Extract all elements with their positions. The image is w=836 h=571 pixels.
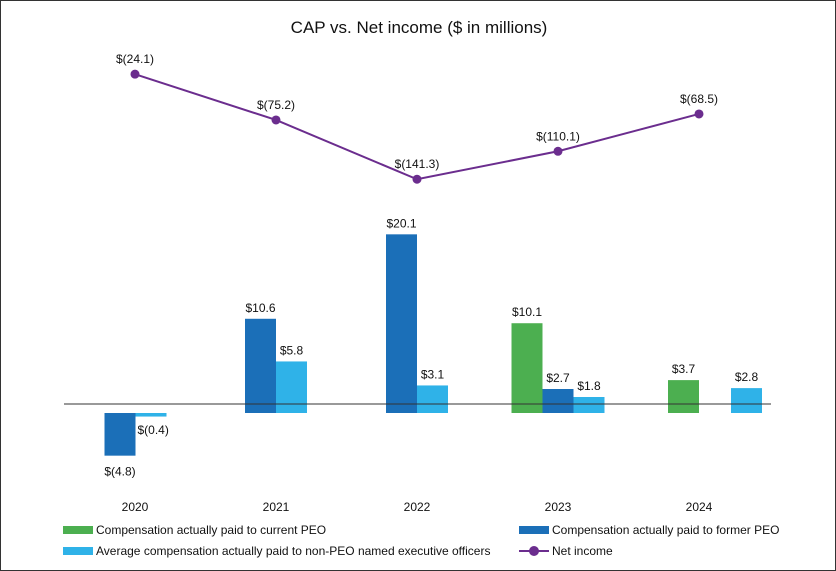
bar-label-non-peo-2024: $2.8: [735, 370, 759, 384]
bar-label-non-peo-2021: $5.8: [280, 343, 304, 357]
bar-non-peo-2024: [731, 388, 762, 413]
legend-swatch-net-income: [519, 546, 549, 556]
bar-former-peo-2021: [245, 318, 276, 413]
legend-item-current-peo: Compensation actually paid to current PE…: [63, 523, 326, 537]
bar-label-non-peo-2022: $3.1: [421, 367, 445, 381]
legend-item-former-peo: Compensation actually paid to former PEO: [519, 523, 779, 537]
x-tick-label: 2023: [545, 500, 572, 514]
net-income-label-2024: $(68.5): [680, 92, 718, 106]
bar-current-peo-2023: [511, 323, 543, 413]
legend-label-former-peo: Compensation actually paid to former PEO: [552, 523, 780, 537]
legend-swatch-current-peo: [63, 526, 93, 534]
bar-label-former-peo-2023: $2.7: [546, 371, 570, 385]
net-income-point-2021: [271, 115, 281, 125]
net-income-label-2023: $(110.1): [536, 129, 580, 143]
bar-label-current-peo-2024: $3.7: [672, 362, 696, 376]
bar-non-peo-2021: [276, 361, 307, 413]
bar-label-former-peo-2022: $20.1: [386, 216, 416, 230]
legend-swatch-non-peo: [63, 547, 93, 555]
legend-item-non-peo: Average compensation actually paid to no…: [63, 544, 490, 558]
bar-former-peo-2022: [386, 234, 417, 413]
bar-former-peo-2020: [104, 413, 136, 456]
legend-label-non-peo: Average compensation actually paid to no…: [96, 544, 491, 558]
legend-label-net-income: Net income: [552, 544, 613, 558]
bar-former-peo-2023: [542, 389, 574, 413]
bar-label-current-peo-2023: $10.1: [512, 305, 542, 319]
net-income-point-2022: [412, 174, 422, 184]
x-tick-layer: 2020 2021 2022 2023 2024: [122, 500, 713, 514]
net-income-point-2023: [553, 146, 563, 156]
x-tick-label: 2021: [263, 500, 290, 514]
net-income-label-2020: $(24.1): [116, 52, 154, 66]
chart-title: CAP vs. Net income ($ in millions): [291, 18, 548, 37]
net-income-layer: $(24.1) $(75.2) $(141.3) $(110.1) $(68.5): [116, 52, 718, 184]
bar-label-layer: $(4.8) $(0.4) $10.6 $5.8 $20.1 $3.1 $10.1 $2.7 $…: [104, 216, 758, 478]
bar-non-peo-2020: [135, 413, 167, 417]
bar-non-peo-2022: [417, 385, 448, 413]
x-tick-label: 2020: [122, 500, 149, 514]
legend-label-current-peo: Compensation actually paid to current PE…: [96, 523, 327, 537]
net-income-label-2021: $(75.2): [257, 98, 295, 112]
x-tick-label: 2024: [686, 500, 713, 514]
bar-non-peo-2023: [573, 397, 605, 413]
net-income-label-2022: $(141.3): [395, 157, 440, 171]
bar-layer: [104, 234, 762, 456]
net-income-point-2024: [694, 109, 704, 119]
legend-swatch-former-peo: [519, 526, 549, 534]
bar-label-non-peo-2023: $1.8: [577, 379, 601, 393]
net-income-point-2020: [130, 69, 140, 79]
legend-item-net-income: Net income: [519, 544, 613, 558]
bar-label-former-peo-2020: $(4.8): [104, 465, 135, 479]
bar-current-peo-2024: [668, 380, 699, 413]
bar-label-non-peo-2020: $(0.4): [138, 423, 169, 437]
x-tick-label: 2022: [404, 500, 431, 514]
bar-label-former-peo-2021: $10.6: [245, 301, 275, 315]
